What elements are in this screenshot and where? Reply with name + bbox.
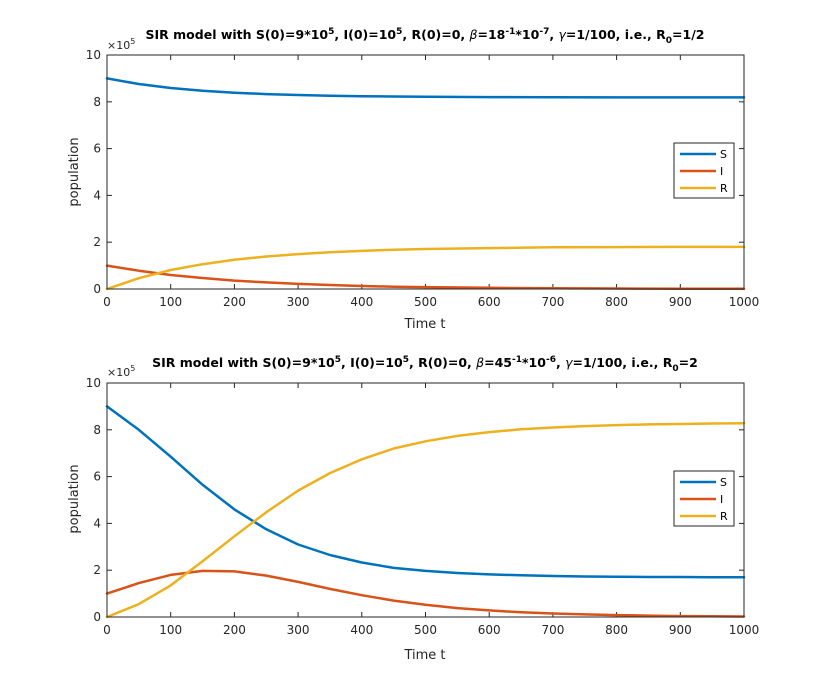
bottom-x-tick-label: 400 bbox=[350, 623, 373, 637]
top-chart-title: SIR model with S(0)=9*105, I(0)=105, R(0… bbox=[146, 27, 705, 46]
top-legend: S I R bbox=[673, 142, 735, 199]
top-series-line-s bbox=[105, 77, 746, 99]
bottom-chart-title: SIR model with S(0)=9*105, I(0)=105, R(0… bbox=[152, 355, 698, 374]
bottom-legend: S I R bbox=[673, 470, 735, 527]
top-title-part: SIR model with S(0)=9*10 bbox=[146, 27, 329, 42]
bottom-title-part: *10 bbox=[522, 355, 546, 370]
top-plot-area: 0 100 200 300 400 500 600 700 800 900 1000 0 2 4 6 8 10 bbox=[86, 48, 760, 309]
bottom-y-tick-label: 8 bbox=[93, 423, 101, 437]
bottom-x-tick-label: 300 bbox=[287, 623, 310, 637]
top-x-tick-label: 100 bbox=[159, 295, 182, 309]
bottom-title-superscript: 5 bbox=[335, 355, 341, 365]
bottom-title-beta: β bbox=[475, 355, 484, 370]
bottom-y-axis-label: population bbox=[67, 464, 82, 533]
top-x-tick-label: 400 bbox=[350, 295, 373, 309]
top-x-tick-label: 0 bbox=[103, 295, 111, 309]
top-y-tick-label: 4 bbox=[93, 188, 101, 202]
top-x-tick-label: 500 bbox=[414, 295, 437, 309]
top-series-line-i bbox=[105, 264, 746, 291]
bottom-y-tick-label: 0 bbox=[93, 610, 101, 624]
top-title-part: =1/2 bbox=[672, 27, 704, 42]
bottom-title-part: , bbox=[556, 355, 565, 370]
top-title-superscript: -7 bbox=[539, 27, 549, 37]
top-y-tick-label: 2 bbox=[93, 235, 101, 249]
top-x-tick-label: 700 bbox=[541, 295, 564, 309]
top-title-superscript: 5 bbox=[396, 27, 402, 37]
bottom-x-axis-label: Time t bbox=[403, 648, 445, 663]
bottom-x-tick-label: 600 bbox=[478, 623, 501, 637]
top-y-axis-label: population bbox=[67, 137, 82, 206]
bottom-x-tick-label: 200 bbox=[223, 623, 246, 637]
top-x-tick-label: 900 bbox=[669, 295, 692, 309]
top-axes-frame bbox=[106, 54, 745, 290]
top-subplot: SIR model with S(0)=9*105, I(0)=105, R(0… bbox=[67, 27, 759, 332]
bottom-title-part: SIR model with S(0)=9*10 bbox=[152, 355, 335, 370]
bottom-series-line-s bbox=[105, 405, 746, 579]
bottom-y-tick-label: 4 bbox=[93, 516, 101, 530]
top-y-tick-label: 6 bbox=[93, 142, 101, 156]
bottom-title-part: , R(0)=0, bbox=[409, 355, 476, 370]
bottom-series-line-i bbox=[105, 569, 746, 618]
top-title-part: , bbox=[549, 27, 558, 42]
bottom-title-part: =2 bbox=[679, 355, 698, 370]
top-title-beta: β bbox=[469, 27, 478, 42]
top-x-tick-label: 1000 bbox=[729, 295, 760, 309]
bottom-series-line-r bbox=[105, 421, 746, 619]
bottom-axes-background bbox=[107, 383, 744, 617]
top-y-tick-label: 8 bbox=[93, 95, 101, 109]
bottom-title-gamma: γ bbox=[565, 355, 573, 370]
bottom-plot-area: 0 100 200 300 400 500 600 700 800 900 1000 0 2 4 6 8 10 bbox=[86, 376, 760, 637]
bottom-title-part: =1/100, i.e., R bbox=[572, 355, 672, 370]
top-y-exponent-label: ×105 bbox=[107, 37, 135, 52]
top-x-tick-label: 600 bbox=[478, 295, 501, 309]
top-title-part: , R(0)=0, bbox=[402, 27, 469, 42]
bottom-x-tick-label: 100 bbox=[159, 623, 182, 637]
bottom-title-subscript: 0 bbox=[672, 364, 678, 374]
bottom-x-tick-label: 900 bbox=[669, 623, 692, 637]
top-x-tick-label: 800 bbox=[605, 295, 628, 309]
top-legend-label-i: I bbox=[720, 165, 723, 178]
bottom-legend-label-i: I bbox=[720, 493, 723, 506]
bottom-y-tick-label: 6 bbox=[93, 470, 101, 484]
bottom-subplot: SIR model with S(0)=9*105, I(0)=105, R(0… bbox=[67, 355, 759, 663]
top-x-tick-label: 200 bbox=[223, 295, 246, 309]
top-title-part: *10 bbox=[515, 27, 539, 42]
bottom-x-tick-label: 1000 bbox=[729, 623, 760, 637]
top-title-part: =1/100, i.e., R bbox=[566, 27, 666, 42]
bottom-x-tick-label: 800 bbox=[605, 623, 628, 637]
bottom-title-part: , I(0)=10 bbox=[341, 355, 403, 370]
top-title-gamma: γ bbox=[558, 27, 566, 42]
top-title-part: =18 bbox=[478, 27, 506, 42]
bottom-title-part: =45 bbox=[484, 355, 512, 370]
bottom-x-tick-label: 0 bbox=[103, 623, 111, 637]
bottom-x-tick-label: 700 bbox=[541, 623, 564, 637]
bottom-axes-frame bbox=[106, 382, 745, 618]
top-legend-label-r: R bbox=[720, 182, 728, 195]
bottom-y-tick-label: 2 bbox=[93, 563, 101, 577]
bottom-y-exponent-label: ×105 bbox=[107, 364, 135, 379]
bottom-legend-label-s: S bbox=[720, 476, 727, 489]
bottom-legend-label-r: R bbox=[720, 510, 728, 523]
top-legend-label-s: S bbox=[720, 148, 727, 161]
bottom-x-tick-label: 500 bbox=[414, 623, 437, 637]
top-title-part: , I(0)=10 bbox=[334, 27, 396, 42]
bottom-y-tick-label: 10 bbox=[86, 376, 101, 390]
top-title-superscript: 5 bbox=[328, 27, 334, 37]
top-y-tick-label: 0 bbox=[93, 282, 101, 296]
top-title-subscript: 0 bbox=[666, 36, 672, 46]
top-series-line-r bbox=[105, 245, 746, 291]
bottom-title-superscript: -6 bbox=[546, 355, 556, 365]
top-y-tick-label: 10 bbox=[86, 48, 101, 62]
top-x-tick-label: 300 bbox=[287, 295, 310, 309]
top-title-superscript: -1 bbox=[505, 27, 515, 37]
bottom-title-superscript: 5 bbox=[403, 355, 409, 365]
bottom-title-superscript: -1 bbox=[512, 355, 522, 365]
top-x-axis-label: Time t bbox=[403, 317, 445, 332]
